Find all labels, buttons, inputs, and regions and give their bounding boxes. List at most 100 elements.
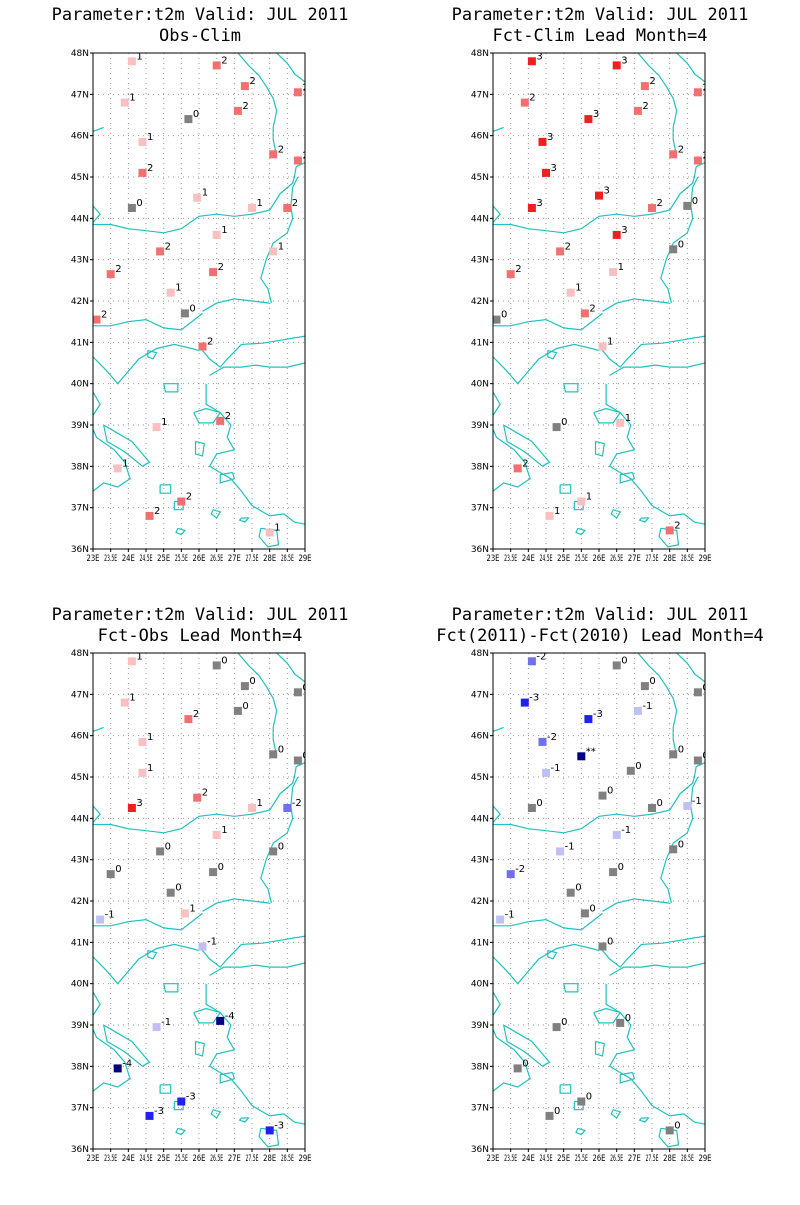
coastline bbox=[194, 440, 205, 457]
station-value-label: 0 bbox=[302, 682, 308, 693]
station-value-label: 1 bbox=[147, 763, 153, 774]
station-marker: 2 bbox=[580, 303, 596, 318]
station-square bbox=[609, 268, 618, 277]
station-marker: 1 bbox=[180, 903, 196, 918]
coastline bbox=[593, 1007, 622, 1024]
station-square bbox=[152, 423, 161, 432]
station-marker: 2 bbox=[293, 82, 305, 97]
station-value-label: 1 bbox=[221, 825, 227, 836]
coastline bbox=[594, 1040, 605, 1057]
station-value-label: -4 bbox=[225, 1011, 235, 1022]
station-value-label: 0 bbox=[702, 682, 708, 693]
station-marker: 0 bbox=[552, 1017, 567, 1032]
station-marker: 1 bbox=[193, 188, 208, 202]
station-marker: 1 bbox=[120, 693, 136, 707]
lon-tick-label: 29E bbox=[299, 554, 312, 564]
coastline bbox=[238, 1117, 250, 1123]
coastline bbox=[636, 653, 678, 757]
lon-tick-label: 27E bbox=[228, 554, 241, 564]
station-square bbox=[669, 245, 678, 254]
station-marker: -3 bbox=[520, 693, 539, 707]
station-value-label: 0 bbox=[278, 744, 284, 755]
station-marker: -3 bbox=[265, 1120, 284, 1135]
station-marker: 0 bbox=[609, 862, 624, 877]
coastline bbox=[93, 943, 200, 985]
station-square bbox=[93, 315, 101, 324]
station-square bbox=[542, 168, 550, 177]
station-square bbox=[496, 915, 505, 924]
station-value-label: -3 bbox=[154, 1106, 164, 1117]
station-value-label: 1 bbox=[161, 417, 167, 428]
station-value-label: 3 bbox=[551, 163, 557, 174]
station-marker: 0 bbox=[648, 798, 663, 812]
coastline bbox=[503, 1024, 551, 1068]
lon-tick-label: 28.5E bbox=[681, 1154, 694, 1164]
lon-tick-label: 29E bbox=[699, 1154, 712, 1164]
coastline bbox=[194, 1040, 205, 1057]
station-square bbox=[184, 115, 193, 124]
coastline bbox=[493, 193, 681, 234]
station-marker: 2 bbox=[198, 337, 213, 351]
station-marker: 1 bbox=[248, 198, 263, 212]
station-marker: 0 bbox=[209, 862, 224, 877]
station-square bbox=[216, 416, 225, 425]
station-marker: 1 bbox=[598, 337, 613, 351]
station-marker: 1 bbox=[212, 825, 228, 839]
station-value-label: 3 bbox=[621, 225, 627, 236]
lon-tick-label: 25.5E bbox=[175, 1154, 188, 1164]
coastline bbox=[609, 362, 705, 376]
station-value-label: 2 bbox=[202, 788, 208, 799]
station-marker: ** bbox=[577, 746, 596, 761]
station-value-label: 3 bbox=[536, 198, 542, 209]
coastline bbox=[503, 424, 551, 468]
coastline bbox=[493, 793, 681, 834]
station-square bbox=[693, 88, 702, 97]
station-marker: 0 bbox=[184, 109, 199, 124]
lon-tick-label: 23.5E bbox=[504, 554, 517, 564]
station-value-label: 1 bbox=[586, 492, 592, 503]
station-square bbox=[520, 98, 529, 107]
coastline bbox=[219, 471, 236, 484]
station-square bbox=[683, 201, 692, 210]
station-marker: 0 bbox=[552, 417, 567, 432]
station-marker: 2 bbox=[93, 310, 107, 324]
station-value-label: -1 bbox=[505, 910, 515, 921]
station-square bbox=[616, 418, 625, 427]
lat-tick-label: 42N bbox=[71, 297, 89, 307]
station-value-label: 0 bbox=[618, 862, 624, 873]
coastline bbox=[658, 527, 680, 548]
station-value-label: 1 bbox=[129, 93, 135, 104]
lon-tick-label: 27.5E bbox=[646, 1154, 659, 1164]
lon-tick-label: 23.5E bbox=[104, 554, 117, 564]
station-square bbox=[293, 88, 302, 97]
lat-tick-label: 45N bbox=[71, 773, 89, 783]
station-value-label: 0 bbox=[522, 1058, 528, 1069]
panel-title: Parameter:t2m Valid: JUL 2011 bbox=[52, 5, 349, 25]
coastline bbox=[658, 1127, 680, 1148]
coastline bbox=[602, 898, 670, 912]
station-marker: 0 bbox=[669, 839, 684, 854]
station-marker: 2 bbox=[633, 101, 649, 115]
lat-tick-label: 39N bbox=[471, 421, 489, 431]
station-value-label: 2 bbox=[165, 241, 171, 252]
lon-tick-label: 24.5E bbox=[540, 1154, 553, 1164]
station-value-label: 0 bbox=[136, 198, 142, 209]
coastline bbox=[636, 53, 678, 157]
station-square bbox=[269, 247, 278, 256]
lat-tick-label: 39N bbox=[71, 421, 89, 431]
lon-tick-label: 27.5E bbox=[246, 1154, 259, 1164]
station-square bbox=[665, 1126, 674, 1135]
coastline bbox=[610, 509, 622, 519]
station-square bbox=[138, 137, 147, 146]
map-content: -2 000-3-1-3-200-1**000 -10-1-1 0-2 000-100 0… bbox=[493, 653, 708, 1149]
station-square bbox=[180, 309, 189, 318]
lat-tick-label: 46N bbox=[71, 732, 89, 742]
station-marker: 2 bbox=[506, 264, 522, 279]
station-value-label: 0 bbox=[561, 1017, 567, 1028]
station-square bbox=[145, 1111, 154, 1120]
station-marker: 2 bbox=[156, 241, 171, 256]
station-value-label: 0 bbox=[702, 751, 708, 762]
